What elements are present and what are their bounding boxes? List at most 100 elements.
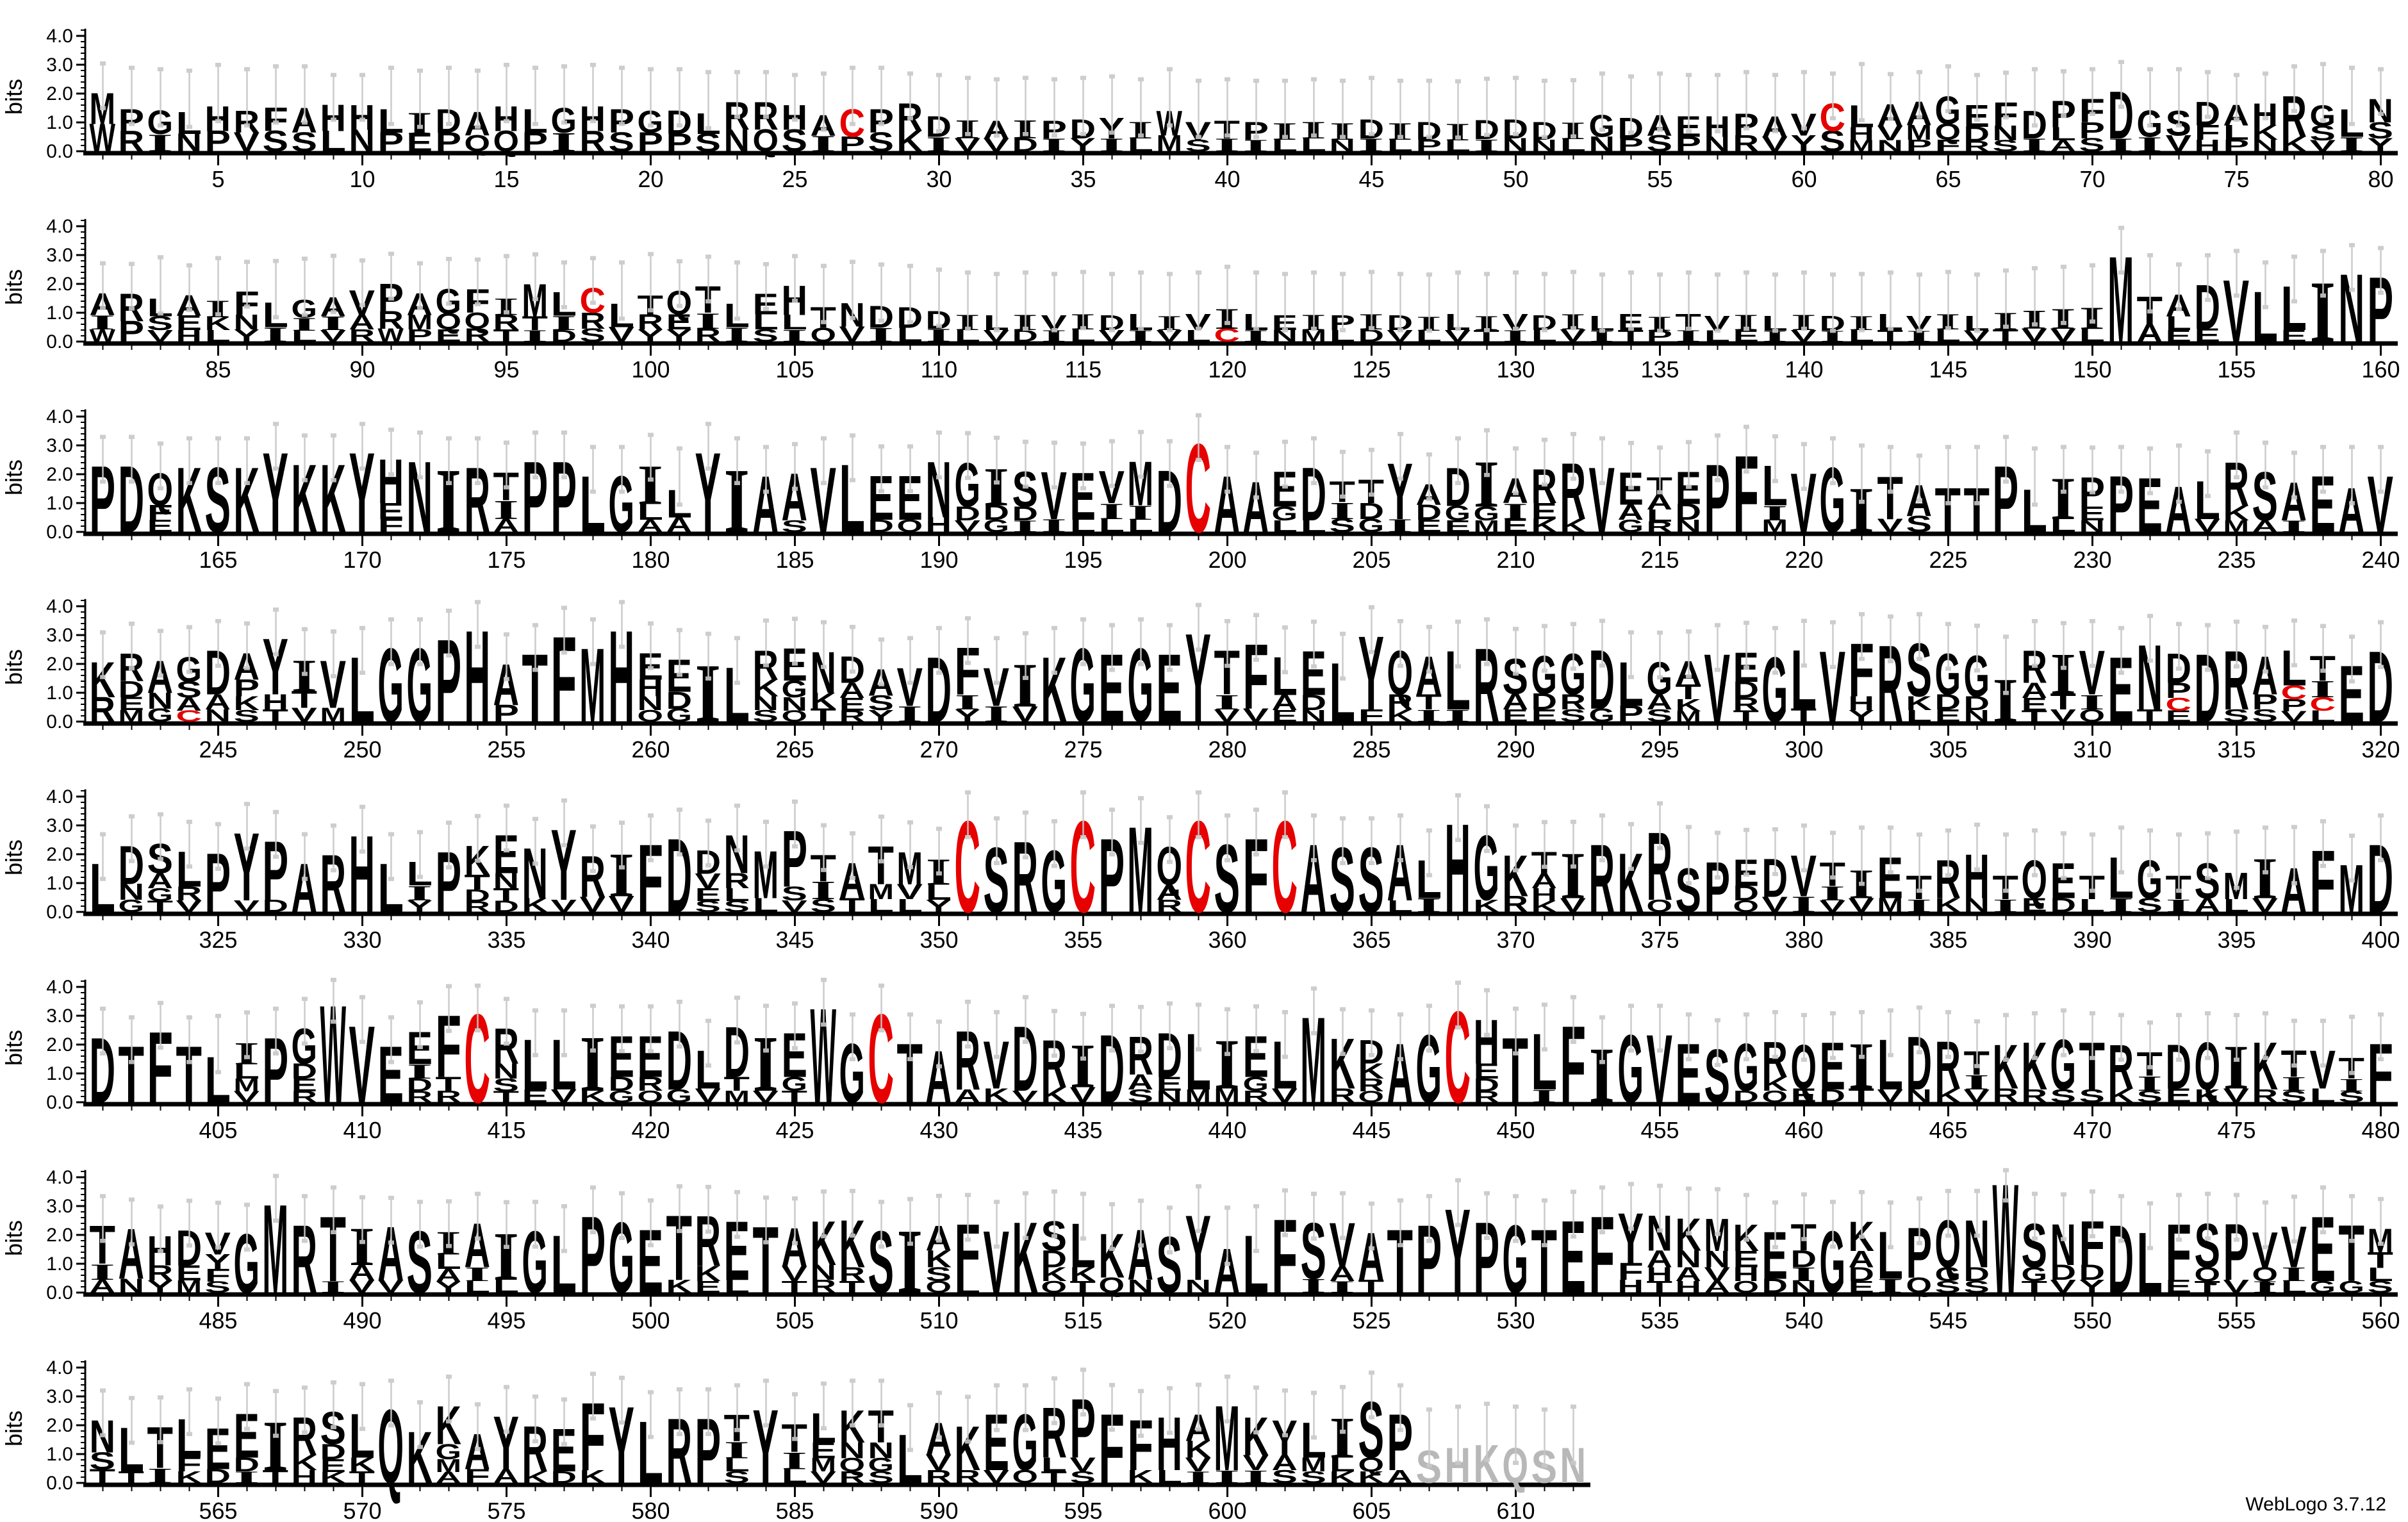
error-bar xyxy=(100,1006,106,1055)
error-bar xyxy=(1513,270,1519,331)
logo-letter: Q xyxy=(926,1277,952,1296)
y-tick-label: 3.0 xyxy=(46,245,73,266)
y-tick-label: 4.0 xyxy=(46,406,73,427)
x-tick-label: 190 xyxy=(919,547,958,571)
logo-letter: I xyxy=(1820,882,1846,906)
error-bar xyxy=(1311,77,1317,138)
letter-stack: GD xyxy=(1589,632,1615,727)
logo-letter: I xyxy=(926,325,952,346)
error-bar xyxy=(677,1184,682,1233)
logo-letter: L xyxy=(897,324,923,346)
logo-letter: V xyxy=(839,322,866,347)
logo-letter: T xyxy=(811,705,837,726)
error-bar xyxy=(1917,70,1922,119)
letter-stack: TGE xyxy=(782,1020,808,1106)
logo-letter: I xyxy=(1099,498,1125,524)
logo-letter: T xyxy=(119,1468,145,1487)
error-bar xyxy=(1772,1010,1778,1059)
error-bar xyxy=(2349,243,2355,292)
error-bar xyxy=(1974,822,1980,872)
letter-stack: ID xyxy=(1358,114,1385,156)
logo-letter: L xyxy=(724,884,750,906)
logo-letter: E xyxy=(292,1074,318,1095)
error-bar xyxy=(2320,249,2326,298)
logo-letter: S xyxy=(1935,1277,1961,1296)
logo-letter: R xyxy=(1733,694,1760,715)
x-tick-label: 25 xyxy=(782,166,807,190)
x-tick-label: 15 xyxy=(493,166,519,190)
logo-letter: G xyxy=(782,675,808,703)
logo-letter: A xyxy=(1157,881,1183,905)
logo-letter: I xyxy=(407,1061,433,1084)
x-tick-label: 265 xyxy=(775,736,814,761)
y-tick-label: 0.0 xyxy=(46,902,73,923)
logo-letter: Q xyxy=(1099,1273,1125,1298)
x-tick-label: 530 xyxy=(1496,1307,1535,1332)
logo-letter: V xyxy=(1185,1453,1212,1476)
logo-letter: I xyxy=(724,323,750,346)
logo-letter: M xyxy=(868,880,895,904)
logo-letter: A xyxy=(638,516,664,536)
logo-letter: R xyxy=(839,1468,866,1487)
logo-letter: K xyxy=(292,1451,318,1475)
logo-letter: E xyxy=(2195,324,2221,345)
error-bar xyxy=(2349,634,2355,684)
logo-letter: I xyxy=(2281,517,2307,536)
error-bar xyxy=(215,1396,221,1445)
letter-stack: HN xyxy=(926,445,952,536)
error-bar xyxy=(2378,620,2384,670)
error-bar xyxy=(878,65,884,126)
error-bar xyxy=(302,64,308,125)
logo-letter: I xyxy=(897,701,923,727)
x-tick-label: 105 xyxy=(775,356,814,381)
error-bar xyxy=(129,261,135,311)
logo-letter: R xyxy=(176,883,202,906)
logo-letter: Q xyxy=(638,1087,664,1106)
error-bar xyxy=(2118,444,2124,494)
logo-letter: G xyxy=(1445,501,1471,525)
logo-letter: L xyxy=(1906,707,1933,726)
error-bar xyxy=(1311,1390,1317,1439)
error-bar xyxy=(388,1378,394,1428)
logo-letter: R xyxy=(1358,1074,1385,1095)
logo-letter: N xyxy=(2252,136,2279,155)
logo-letter: R xyxy=(378,306,404,334)
error-bar xyxy=(936,1193,942,1243)
logo-letter: V xyxy=(2050,1275,2077,1296)
letter-stack: ITA xyxy=(1416,645,1442,725)
x-tick-label: 140 xyxy=(1785,356,1823,381)
error-bar xyxy=(619,444,625,494)
logo-row-3: 0.0 1.0 2.0 3.0 4.0 bits 165 170 175 180 185 190 195… xyxy=(0,381,2408,573)
error-bar xyxy=(2003,434,2009,484)
error-bar xyxy=(2147,67,2153,128)
x-tick-label: 215 xyxy=(1640,547,1679,571)
error-bar xyxy=(273,1389,279,1438)
letter-stack: IAV xyxy=(1330,1210,1356,1296)
error-bar xyxy=(792,72,798,122)
logo-letter: L xyxy=(205,326,231,345)
x-tick-label: 150 xyxy=(2073,356,2111,381)
error-bar xyxy=(878,815,884,864)
error-bar xyxy=(1571,78,1576,139)
y-tick-label: 2.0 xyxy=(46,464,73,485)
logo-letter: N xyxy=(1704,1246,1731,1272)
error-bar xyxy=(1080,790,1086,840)
error-bar xyxy=(1542,437,1547,486)
x-tick-label: 375 xyxy=(1640,927,1679,951)
error-bar xyxy=(1282,439,1288,488)
logo-letter: K xyxy=(522,895,548,917)
letter-stack: NDG xyxy=(1964,644,1990,725)
error-bar xyxy=(1772,827,1778,877)
error-bar xyxy=(302,433,308,483)
error-bar xyxy=(446,256,452,306)
error-bar xyxy=(1484,1191,1490,1240)
logo-letter: Q xyxy=(638,707,664,726)
error-bar xyxy=(532,252,538,301)
x-tick-label: 180 xyxy=(631,547,670,571)
logo-letter: T xyxy=(839,895,866,917)
logo-letter: K xyxy=(522,1468,548,1487)
logo-letter: Q xyxy=(2252,1263,2279,1286)
error-bar xyxy=(1484,272,1490,333)
error-bar xyxy=(504,804,509,853)
error-bar xyxy=(158,441,163,490)
